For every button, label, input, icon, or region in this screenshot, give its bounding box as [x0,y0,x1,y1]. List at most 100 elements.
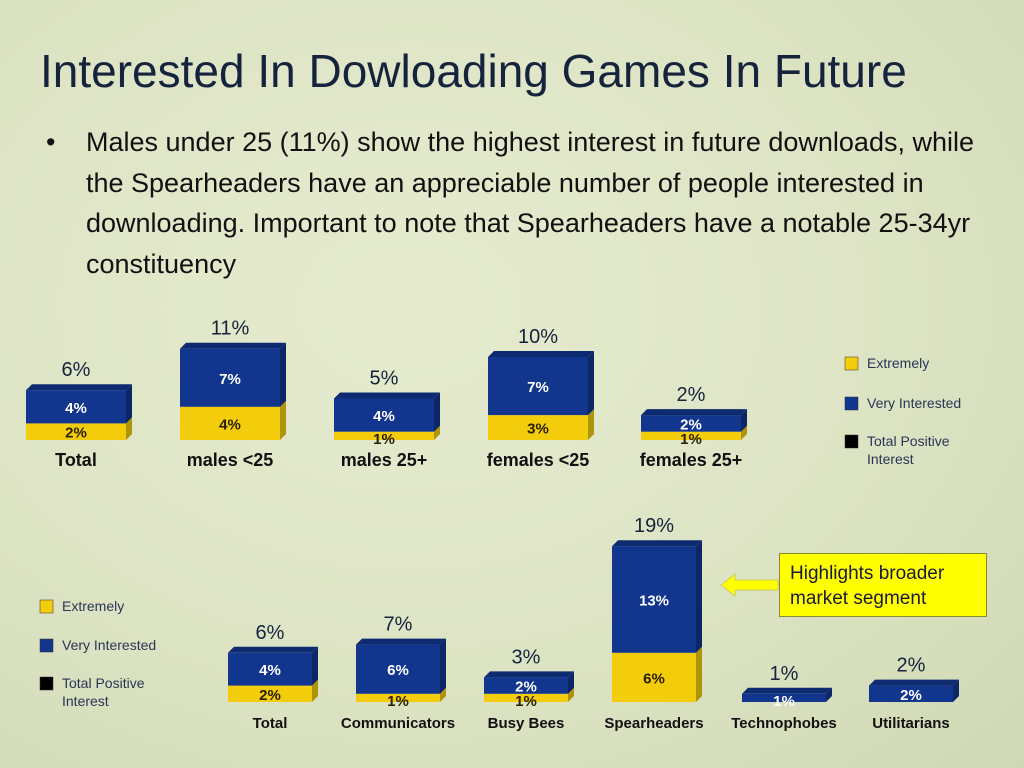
category-label: Busy Bees [488,715,565,732]
bar-very-interested [612,546,696,653]
category-label: Communicators [341,715,455,732]
total-label: 6% [256,622,285,644]
bullet-item: • Males under 25 (11%) show the highest i… [46,122,1006,284]
bar-top [228,646,318,653]
bar-side [312,679,318,702]
total-label: 19% [634,515,674,537]
total-label: 11% [211,318,250,340]
bar-side [953,679,959,702]
bar-side [440,638,446,694]
bar-top [488,351,594,357]
data-label: 1% [680,431,702,448]
bar-side [568,671,574,694]
category-label: females <25 [487,450,590,470]
bar-extremely [26,423,126,440]
bar-side [126,417,132,440]
data-label: 1% [373,431,395,448]
bar-top [641,409,747,416]
total-label: 2% [897,655,926,677]
bar-top [356,638,446,645]
bar-side [312,646,318,686]
legend-swatch [39,599,54,614]
bar-top [26,384,132,391]
bar-very-interested [26,390,126,424]
total-label: 7% [384,614,413,636]
legend-label: Extremely [62,598,124,614]
data-label: 7% [527,379,549,396]
slide-title: Interested In Dowloading Games In Future [40,45,907,97]
data-label: 4% [65,400,87,417]
bar-side [826,687,832,702]
bar-extremely [641,431,741,440]
bar-extremely [228,685,312,702]
bar-very-interested [334,398,434,432]
data-label: 2% [515,679,537,696]
bar-top [612,540,702,547]
legend-swatch [844,434,859,449]
total-label: 2% [677,384,706,406]
bar-very-interested [228,652,312,686]
bar-side [126,384,132,424]
legend-swatch [844,356,859,371]
bar-extremely [334,431,434,440]
legend-label: Very Interested [867,395,961,411]
bar-very-interested [356,644,440,694]
bar-extremely [356,693,440,702]
category-label: Total [253,715,288,732]
bar-very-interested [180,348,280,407]
bar-side [696,646,702,702]
bullet-dot-icon: • [46,127,56,157]
total-label: 10% [518,326,558,348]
bar-very-interested [484,677,568,694]
bar-side [568,687,574,702]
bar-side [434,392,440,432]
legend-swatch [844,396,859,411]
legend-swatch [39,676,54,691]
data-label: 7% [219,371,241,388]
bar-very-interested [742,693,826,702]
data-label: 4% [373,408,395,425]
data-label: 6% [387,662,409,679]
legend-label: Extremely [867,355,929,371]
bar-side [741,409,747,432]
bar-side [280,400,286,440]
legend-label-cont: Interest [62,693,109,709]
bullet-text: Males under 25 (11%) show the highest in… [86,127,974,279]
data-label: 1% [773,693,795,710]
bar-very-interested [641,415,741,432]
legend-label: Total Positive [867,433,950,449]
data-label: 2% [900,687,922,704]
category-label: Technophobes [731,715,837,732]
bar-top [742,687,832,694]
category-label: males 25+ [341,450,428,470]
data-label: 2% [65,425,87,442]
bar-side [434,425,440,440]
bar-very-interested [869,685,953,702]
category-label: Utilitarians [872,715,950,732]
bar-side [280,342,286,407]
data-label: 13% [639,593,669,610]
data-label: 4% [259,662,281,679]
bar-top [484,671,574,678]
bar-side [588,351,594,416]
bar-top [334,392,440,399]
category-label: males <25 [187,450,274,470]
bar-very-interested [488,357,588,416]
data-label: 2% [259,687,281,704]
data-label: 1% [387,693,409,710]
bar-extremely [180,406,280,440]
data-label: 1% [515,693,537,710]
bar-side [696,540,702,653]
total-label: 6% [62,359,91,381]
bar-side [588,409,594,440]
bar-side [440,687,446,702]
total-label: 3% [512,646,541,668]
total-label: 5% [370,368,399,390]
bar-top [869,679,959,686]
data-label: 2% [680,416,702,433]
bar-extremely [612,652,696,702]
bar-top [180,342,286,349]
callout-box: Highlights broader market segment [779,553,987,617]
bar-extremely [484,693,568,702]
